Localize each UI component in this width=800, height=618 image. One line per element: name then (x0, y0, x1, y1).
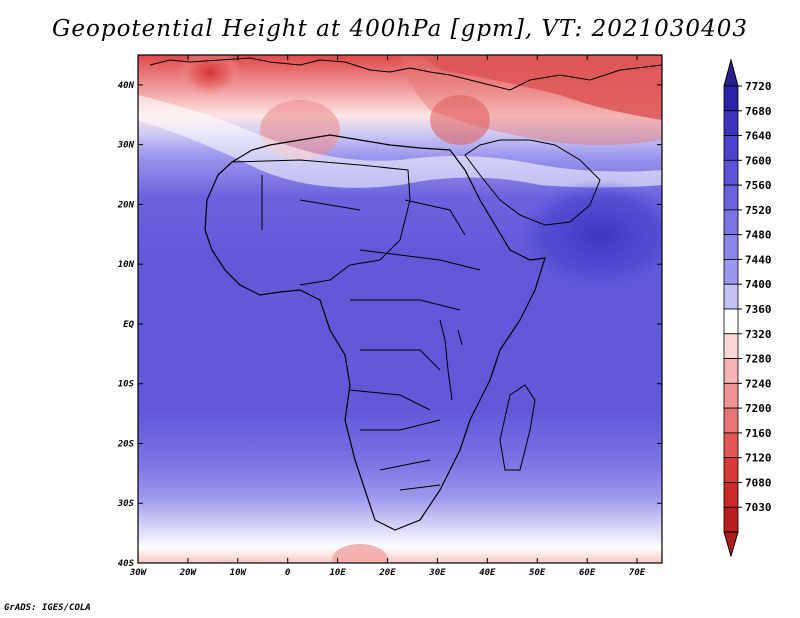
colorbar-swatch (723, 506, 739, 533)
colorbar-label: 7120 (745, 452, 772, 465)
colorbar-swatch (723, 259, 739, 285)
colorbar: 7720 7680 7640 7600 7560 7520 7480 7440 7400 7360… (723, 58, 772, 558)
colorbar-label: 7280 (745, 353, 772, 366)
colorbar-swatch (723, 482, 739, 508)
lon-tick-label: 20W (179, 568, 198, 578)
lon-tick-label: 50E (529, 568, 546, 578)
lon-tick-label: 20E (378, 568, 396, 578)
colorbar-label: 7200 (745, 402, 772, 415)
colorbar-swatch (723, 457, 739, 483)
colorbar-swatch (723, 407, 739, 434)
colorbar-swatch (723, 184, 739, 211)
lon-tick-label: 0 (285, 568, 291, 578)
credit-text: GrADS: IGES/COLA (4, 603, 91, 613)
colorbar-swatch (723, 283, 739, 310)
colorbar-label: 7480 (745, 229, 772, 242)
lat-tick-label: 20N (117, 200, 135, 210)
colorbar-label: 7360 (745, 303, 772, 316)
longitude-axis: 30W 20W 10W 0 10E 20E 30E 40E 50E 60E 70E (129, 55, 646, 578)
colorbar-label: 7640 (745, 130, 772, 143)
colorbar-label: 7400 (745, 278, 772, 291)
lon-tick-label: 30E (428, 568, 446, 578)
lon-tick-label: 40E (479, 568, 496, 578)
colorbar-swatch (723, 234, 739, 260)
colorbar-label: 7520 (745, 204, 772, 217)
colorbar-swatch (723, 85, 739, 112)
colorbar-label: 7680 (745, 105, 772, 118)
lat-tick-label: 20S (117, 439, 135, 449)
colorbar-label: 7080 (745, 476, 772, 489)
colorbar-swatch (723, 358, 739, 384)
colorbar-swatch (723, 382, 739, 409)
colorbar-label: 7160 (745, 427, 772, 440)
latitude-axis: 40N 30N 20N 10N EQ 10S 20S 30S 40S (117, 81, 662, 569)
lon-tick-label: 10E (329, 568, 346, 578)
lat-tick-label: 10S (118, 380, 135, 390)
colorbar-bottom-arrow (723, 531, 739, 558)
height-field (138, 55, 662, 563)
colorbar-label: 7440 (745, 253, 772, 266)
colorbar-top-arrow (723, 58, 739, 87)
lat-tick-label: 10N (118, 260, 135, 270)
lat-tick-label: EQ (123, 320, 134, 330)
lon-tick-label: 60E (579, 568, 596, 578)
colorbar-label: 7720 (745, 80, 772, 93)
colorbar-swatch (723, 333, 739, 359)
colorbar-label: 7600 (745, 154, 772, 167)
colorbar-swatch (723, 209, 739, 236)
colorbar-swatch (723, 159, 739, 186)
colorbar-swatch (723, 432, 739, 459)
colorbar-label: 7320 (745, 328, 772, 341)
colorbar-swatch (723, 308, 739, 335)
colorbar-label: 7240 (745, 377, 772, 390)
coastlines (149, 57, 662, 531)
colorbar-label: 7560 (745, 179, 772, 192)
lat-tick-label: 30N (117, 141, 135, 151)
lat-tick-label: 40S (118, 559, 135, 569)
lat-tick-label: 30S (117, 499, 135, 509)
map-frame (137, 54, 663, 564)
colorbar-swatch (723, 110, 739, 136)
lon-tick-label: 10W (230, 568, 248, 578)
colorbar-label: 7030 (745, 501, 772, 514)
lat-tick-label: 40N (118, 81, 135, 91)
colorbar-swatch (723, 135, 739, 161)
lon-tick-label: 30W (129, 568, 148, 578)
chart-title: Geopotential Height at 400hPa [gpm], VT:… (52, 16, 748, 42)
lon-tick-label: 70E (629, 568, 646, 578)
